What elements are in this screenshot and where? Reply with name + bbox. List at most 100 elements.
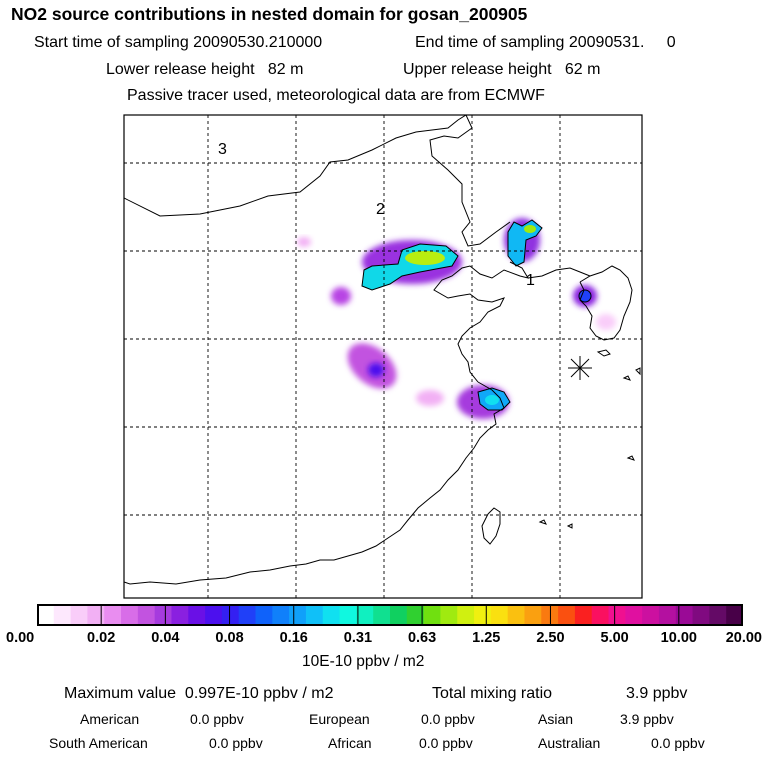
east-china-coast	[124, 381, 505, 585]
plume-beijing-peak	[405, 251, 445, 265]
region-asian-name: Asian	[538, 711, 574, 727]
colorbar-swatch	[558, 604, 576, 626]
colorbar-swatch	[541, 604, 559, 626]
colorbar-tick: 0.04	[151, 630, 180, 646]
total-mixing-label: Total mixing ratio	[432, 685, 553, 702]
japan-islets	[538, 367, 641, 529]
map-frame	[123, 114, 643, 599]
jeju-island	[596, 349, 611, 357]
plume-korea-faint	[596, 314, 616, 330]
upper-release-height: Upper release height 62 m	[403, 61, 601, 78]
colorbar-swatch	[137, 604, 156, 626]
colorbar-swatch	[507, 604, 525, 626]
region-american-name: American	[80, 711, 140, 727]
colorbar-tick: 0.08	[215, 630, 244, 646]
bohai-coast	[433, 261, 530, 383]
max-value: Maximum value 0.997E-10 ppbv / m2	[64, 685, 334, 702]
plume-central-core	[368, 363, 384, 377]
colorbar-tick: 0.02	[87, 630, 116, 646]
colorbar-swatch	[524, 604, 542, 626]
plume-shanghai-inner	[485, 395, 499, 405]
colorbar-swatch	[490, 604, 509, 626]
colorbar-swatch	[406, 604, 425, 626]
colorbar-swatch	[255, 604, 273, 626]
colorbar-swatch	[37, 604, 55, 626]
colorbar-tick: 10.00	[660, 630, 697, 646]
china-mongolia-east-border	[429, 115, 511, 247]
colorbar-swatch	[726, 604, 743, 626]
plume-central-faint	[416, 390, 444, 406]
total-mixing-value: 3.9 ppbv	[626, 685, 688, 702]
plume-northeast-peak	[524, 225, 536, 233]
region-south-american-value: 0.0 ppbv	[209, 735, 263, 751]
receptor-star-icon	[568, 356, 592, 380]
region-african-name: African	[328, 735, 372, 751]
colorbar-swatch	[53, 604, 72, 626]
region-american-value: 0.0 ppbv	[190, 711, 244, 727]
colorbar-tick: 20.00	[725, 630, 762, 646]
colorbar-swatch	[390, 604, 408, 626]
colorbar-unit: 10E-10 ppbv / m2	[302, 653, 425, 670]
lat-lon-grid	[124, 115, 642, 598]
plume-faint-west	[297, 237, 311, 247]
colorbar-swatch	[238, 604, 257, 626]
colorbar-swatch	[188, 604, 206, 626]
colorbar-border	[37, 604, 743, 626]
colorbar-swatch	[121, 604, 139, 626]
region-australian-value: 0.0 ppbv	[651, 735, 705, 751]
colorbar-swatch	[171, 604, 189, 626]
colorbar-swatch	[356, 604, 374, 626]
taiwan-coast	[481, 507, 501, 545]
colorbar-swatch	[70, 604, 88, 626]
region-label-2: 2	[376, 201, 385, 218]
colorbar-swatch	[305, 604, 324, 626]
colorbar-swatch	[87, 604, 105, 626]
colorbar-swatch	[675, 604, 694, 626]
colorbar-tick: 0.63	[407, 630, 437, 646]
colorbar-tick: 0.00	[6, 630, 35, 646]
colorbar-swatch	[658, 604, 677, 626]
end-sampling-time: End time of sampling 20090531. 0	[415, 34, 676, 51]
region-australian-name: Australian	[538, 735, 601, 751]
tracer-note: Passive tracer used, meteorological data…	[127, 87, 545, 104]
region-european-value: 0.0 ppbv	[421, 711, 475, 727]
region-african-value: 0.0 ppbv	[419, 735, 473, 751]
colorbar-tick: 1.25	[472, 630, 501, 646]
colorbar-tick: 0.31	[343, 630, 373, 646]
plume-korea-core	[578, 289, 592, 303]
korea-coast	[579, 265, 633, 341]
colorbar-swatch	[373, 604, 391, 626]
colorbar-swatch	[339, 604, 357, 626]
colorbar-swatch	[272, 604, 290, 626]
coastlines-borders	[124, 115, 641, 585]
colorbar-swatch	[474, 604, 492, 626]
colorbar-tick: 2.50	[536, 630, 565, 646]
colorbar-swatch	[423, 604, 441, 626]
colorbar-swatch	[709, 604, 727, 626]
start-sampling-time: Start time of sampling 20090530.210000	[34, 34, 323, 51]
region-label-1: 1	[526, 272, 535, 289]
no2-plumes	[297, 218, 616, 419]
colorbar-swatch	[289, 604, 307, 626]
region-european-name: European	[309, 711, 370, 727]
plot-title: NO2 source contributions in nested domai…	[11, 4, 528, 24]
region-asian-value: 3.9 ppbv	[620, 711, 674, 727]
colorbar-tick: 5.00	[600, 630, 629, 646]
plume-west-blob	[331, 287, 351, 305]
colorbar-swatch	[574, 604, 593, 626]
colorbar-swatch	[642, 604, 660, 626]
colorbar-swatch	[625, 604, 643, 626]
china-korea-border	[527, 267, 591, 279]
colorbar-swatch	[457, 604, 475, 626]
colorbar	[37, 604, 743, 626]
colorbar-swatch	[608, 604, 626, 626]
region-south-american-name: South American	[49, 735, 148, 751]
mongolia-border	[124, 115, 467, 217]
colorbar-swatch	[221, 604, 240, 626]
lower-release-height: Lower release height 82 m	[106, 61, 304, 78]
colorbar-swatch	[591, 604, 610, 626]
colorbar-tick: 0.16	[279, 630, 308, 646]
colorbar-swatch	[322, 604, 341, 626]
colorbar-swatch	[205, 604, 223, 626]
